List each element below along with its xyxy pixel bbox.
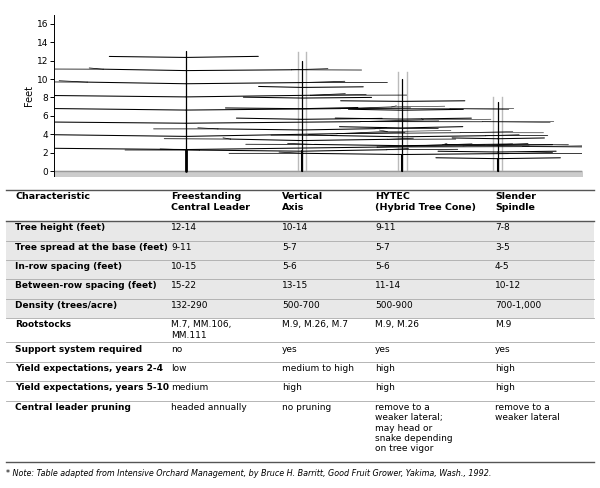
- Text: 7-8: 7-8: [495, 224, 510, 232]
- Text: M.9, M.26, M.7: M.9, M.26, M.7: [282, 320, 348, 329]
- Text: 132-290: 132-290: [171, 301, 209, 310]
- Text: 11-14: 11-14: [375, 282, 401, 290]
- Text: 500-700: 500-700: [282, 301, 320, 310]
- Text: Density (trees/acre): Density (trees/acre): [15, 301, 117, 310]
- Bar: [6, 318, 594, 343]
- Text: yes: yes: [282, 345, 298, 354]
- Y-axis label: Feet: Feet: [24, 84, 34, 106]
- Text: 5-6: 5-6: [375, 262, 390, 271]
- Text: 9-11: 9-11: [171, 243, 191, 252]
- Bar: [6, 260, 594, 279]
- Text: medium to high: medium to high: [282, 364, 354, 373]
- Text: M.7, MM.106,
MM.111: M.7, MM.106, MM.111: [171, 320, 232, 340]
- Bar: [6, 381, 594, 401]
- Text: 12-14: 12-14: [171, 224, 197, 232]
- Text: 5-7: 5-7: [282, 243, 297, 252]
- Text: 10-14: 10-14: [282, 224, 308, 232]
- Text: high: high: [495, 384, 515, 392]
- Text: high: high: [375, 384, 395, 392]
- Bar: [6, 299, 594, 318]
- Bar: [6, 401, 594, 462]
- Text: In-row spacing (feet): In-row spacing (feet): [15, 262, 122, 271]
- Text: Vertical
Axis: Vertical Axis: [282, 192, 323, 212]
- Bar: [6, 362, 594, 381]
- Text: high: high: [495, 364, 515, 373]
- Text: headed annually: headed annually: [171, 403, 247, 412]
- Text: remove to a
weaker lateral;
may head or
snake depending
on tree vigor: remove to a weaker lateral; may head or …: [375, 403, 452, 453]
- Text: high: high: [375, 364, 395, 373]
- Text: 10-12: 10-12: [495, 282, 521, 290]
- Bar: [6, 343, 594, 362]
- Text: no pruning: no pruning: [282, 403, 331, 412]
- Text: Yield expectations, years 5-10: Yield expectations, years 5-10: [15, 384, 169, 392]
- Text: 3-5: 3-5: [495, 243, 510, 252]
- Text: 9-11: 9-11: [375, 224, 395, 232]
- Text: Freestanding
Central Leader: Freestanding Central Leader: [171, 192, 250, 212]
- Text: Rootstocks: Rootstocks: [15, 320, 71, 329]
- Text: no: no: [171, 345, 182, 354]
- Bar: [6, 241, 594, 260]
- Text: Between-row spacing (feet): Between-row spacing (feet): [15, 282, 157, 290]
- Text: Support system required: Support system required: [15, 345, 142, 354]
- Text: M.9: M.9: [495, 320, 511, 329]
- Text: Tree height (feet): Tree height (feet): [15, 224, 105, 232]
- Text: high: high: [282, 384, 302, 392]
- Text: 4-5: 4-5: [495, 262, 509, 271]
- Text: Yield expectations, years 2-4: Yield expectations, years 2-4: [15, 364, 163, 373]
- Text: 500-900: 500-900: [375, 301, 413, 310]
- Text: Tree spread at the base (feet): Tree spread at the base (feet): [15, 243, 168, 252]
- Text: 5-7: 5-7: [375, 243, 390, 252]
- Text: 5-6: 5-6: [282, 262, 297, 271]
- Bar: [6, 279, 594, 299]
- Text: M.9, M.26: M.9, M.26: [375, 320, 419, 329]
- Text: yes: yes: [495, 345, 511, 354]
- Text: Central leader pruning: Central leader pruning: [15, 403, 131, 412]
- Bar: [6, 190, 594, 221]
- Text: Characteristic: Characteristic: [15, 192, 90, 201]
- Text: 700-1,000: 700-1,000: [495, 301, 541, 310]
- Text: yes: yes: [375, 345, 391, 354]
- Text: 10-15: 10-15: [171, 262, 197, 271]
- Bar: [6, 221, 594, 241]
- Text: Slender
Spindle: Slender Spindle: [495, 192, 536, 212]
- Text: remove to a
weaker lateral: remove to a weaker lateral: [495, 403, 560, 422]
- Text: low: low: [171, 364, 187, 373]
- Text: 15-22: 15-22: [171, 282, 197, 290]
- Text: * Note: Table adapted from Intensive Orchard Management, by Bruce H. Barritt, Go: * Note: Table adapted from Intensive Orc…: [6, 469, 491, 478]
- Text: 13-15: 13-15: [282, 282, 308, 290]
- Text: medium: medium: [171, 384, 208, 392]
- Text: HYTEC
(Hybrid Tree Cone): HYTEC (Hybrid Tree Cone): [375, 192, 476, 212]
